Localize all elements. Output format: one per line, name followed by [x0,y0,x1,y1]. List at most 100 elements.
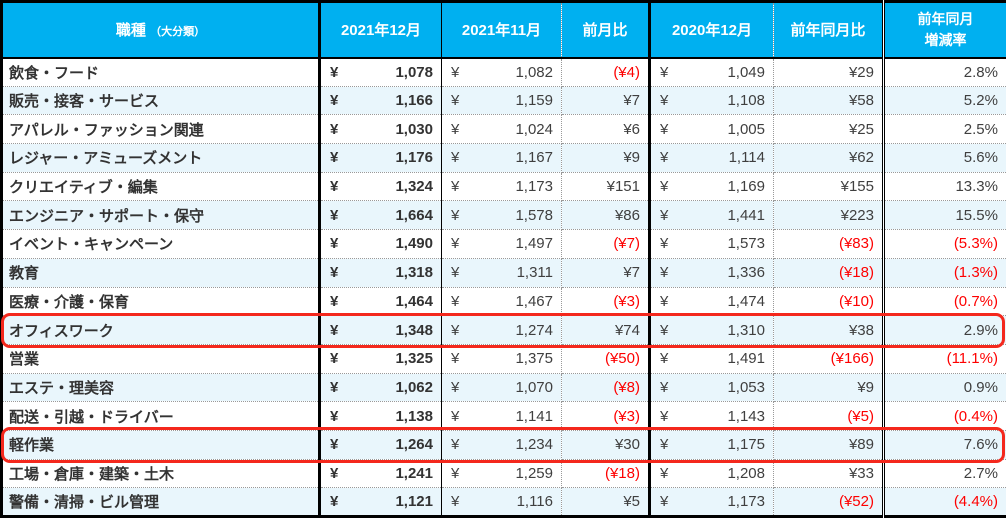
yen-symbol: ¥ [330,350,339,368]
cell-dec2020: ¥1,143 [649,401,774,431]
cell-job-name: エステ・理美容 [1,373,321,403]
cell-dec2020-value: 1,491 [727,350,765,368]
cell-job-name: クリエイティブ・編集 [1,172,321,202]
cell-dec2020: ¥1,108 [649,86,774,116]
cell-dec2021-value: 1,318 [395,264,433,282]
cell-job-name: アパレル・ファッション関連 [1,114,321,145]
cell-nov2021: ¥1,375 [441,344,562,374]
cell-mom-diff: (¥4) [561,57,651,87]
cell-mom-diff: ¥9 [561,143,651,173]
cell-nov2021-value: 1,234 [515,436,553,454]
column-header-dec2021: 2021年12月 [319,1,442,59]
cell-nov2021-value: 1,497 [515,235,553,253]
cell-yoy-rate: 2.7% [883,459,1006,489]
cell-yoy-diff: ¥9 [773,373,885,403]
cell-dec2021: ¥1,062 [319,373,442,403]
yen-symbol: ¥ [660,178,669,196]
cell-yoy-rate: 0.9% [883,373,1006,403]
table-row: クリエイティブ・編集 ¥1,324 ¥1,173 ¥151 ¥1,169 ¥155 13.3… [1,172,1006,202]
cell-dec2021: ¥1,138 [319,401,442,431]
cell-yoy-diff: ¥38 [773,315,885,345]
cell-dec2021-value: 1,078 [395,63,433,81]
yen-symbol: ¥ [451,350,460,368]
table-row: 飲食・フード ¥1,078 ¥1,082 (¥4) ¥1,049 ¥29 2.8% [1,57,1006,87]
cell-nov2021: ¥1,159 [441,86,562,116]
cell-dec2020-value: 1,173 [727,493,765,511]
table-row: 軽作業 ¥1,264 ¥1,234 ¥30 ¥1,175 ¥89 7.6% [1,430,1006,460]
yen-symbol: ¥ [330,436,339,454]
yen-symbol: ¥ [451,407,460,425]
yen-symbol: ¥ [660,350,669,368]
cell-yoy-diff: ¥89 [773,430,885,460]
cell-dec2021-value: 1,166 [395,92,433,110]
header-job-label: 職種 [115,22,146,40]
cell-job-name: 飲食・フード [1,57,321,87]
column-header-yoy-rate: 前年同月 増減率 [883,1,1006,59]
column-header-nov2021: 2021年11月 [441,1,562,59]
yen-symbol: ¥ [660,264,669,282]
cell-dec2021: ¥1,241 [319,459,442,489]
yen-symbol: ¥ [660,92,669,110]
column-header-yoy: 前年同月比 [773,1,885,59]
yen-symbol: ¥ [660,436,669,454]
cell-nov2021-value: 1,070 [515,378,553,396]
cell-job-name: 医療・介護・保育 [1,287,321,317]
yen-symbol: ¥ [330,493,339,511]
cell-dec2021-value: 1,030 [395,120,433,138]
cell-nov2021-value: 1,259 [515,464,553,482]
cell-nov2021-value: 1,167 [515,149,553,167]
cell-mom-diff: ¥7 [561,86,651,116]
cell-nov2021-value: 1,116 [516,493,553,511]
cell-nov2021: ¥1,259 [441,459,562,489]
cell-mom-diff: ¥86 [561,200,651,231]
cell-yoy-rate: (5.3%) [883,229,1006,259]
yen-symbol: ¥ [660,321,669,339]
yen-symbol: ¥ [451,493,460,511]
yen-symbol: ¥ [330,292,339,310]
cell-yoy-diff: (¥166) [773,344,885,374]
cell-yoy-rate: (0.4%) [883,401,1006,431]
cell-yoy-diff: ¥155 [773,172,885,202]
yen-symbol: ¥ [451,235,460,253]
cell-dec2021-value: 1,664 [395,206,433,224]
table-row: アパレル・ファッション関連 ¥1,030 ¥1,024 ¥6 ¥1,005 ¥25 2.5% [1,114,1006,145]
cell-dec2020: ¥1,441 [649,200,774,231]
cell-job-name: オフィスワーク [1,315,321,345]
cell-dec2020-value: 1,108 [727,92,765,110]
yen-symbol: ¥ [660,378,669,396]
cell-yoy-rate: 13.3% [883,172,1006,202]
cell-dec2020-value: 1,053 [727,378,765,396]
yen-symbol: ¥ [660,120,669,138]
cell-nov2021-value: 1,024 [515,120,553,138]
cell-nov2021: ¥1,167 [441,143,562,173]
cell-job-name: 営業 [1,344,321,374]
cell-dec2020-value: 1,208 [727,464,765,482]
cell-dec2021-value: 1,062 [395,378,433,396]
cell-yoy-diff: ¥58 [773,86,885,116]
cell-yoy-diff: ¥29 [773,57,885,87]
table-row: 配送・引越・ドライバー ¥1,138 ¥1,141 (¥3) ¥1,143 (¥5) (0.… [1,401,1006,431]
cell-dec2020-value: 1,114 [728,149,765,167]
cell-yoy-diff: (¥52) [773,487,885,517]
cell-dec2020: ¥1,169 [649,172,774,202]
cell-dec2021: ¥1,121 [319,487,442,517]
yen-symbol: ¥ [660,235,669,253]
cell-nov2021: ¥1,234 [441,430,562,460]
yen-symbol: ¥ [330,63,339,81]
cell-yoy-diff: ¥223 [773,200,885,231]
cell-dec2020: ¥1,049 [649,57,774,87]
yen-symbol: ¥ [451,292,460,310]
cell-yoy-diff: ¥33 [773,459,885,489]
cell-yoy-diff: (¥18) [773,258,885,288]
cell-dec2020-value: 1,169 [727,178,765,196]
cell-mom-diff: (¥18) [561,459,651,489]
cell-yoy-rate: (11.1%) [883,344,1006,374]
yen-symbol: ¥ [330,407,339,425]
yen-symbol: ¥ [451,464,460,482]
yen-symbol: ¥ [451,120,460,138]
cell-nov2021: ¥1,116 [441,487,562,517]
cell-nov2021: ¥1,141 [441,401,562,431]
cell-yoy-rate: (0.7%) [883,287,1006,317]
